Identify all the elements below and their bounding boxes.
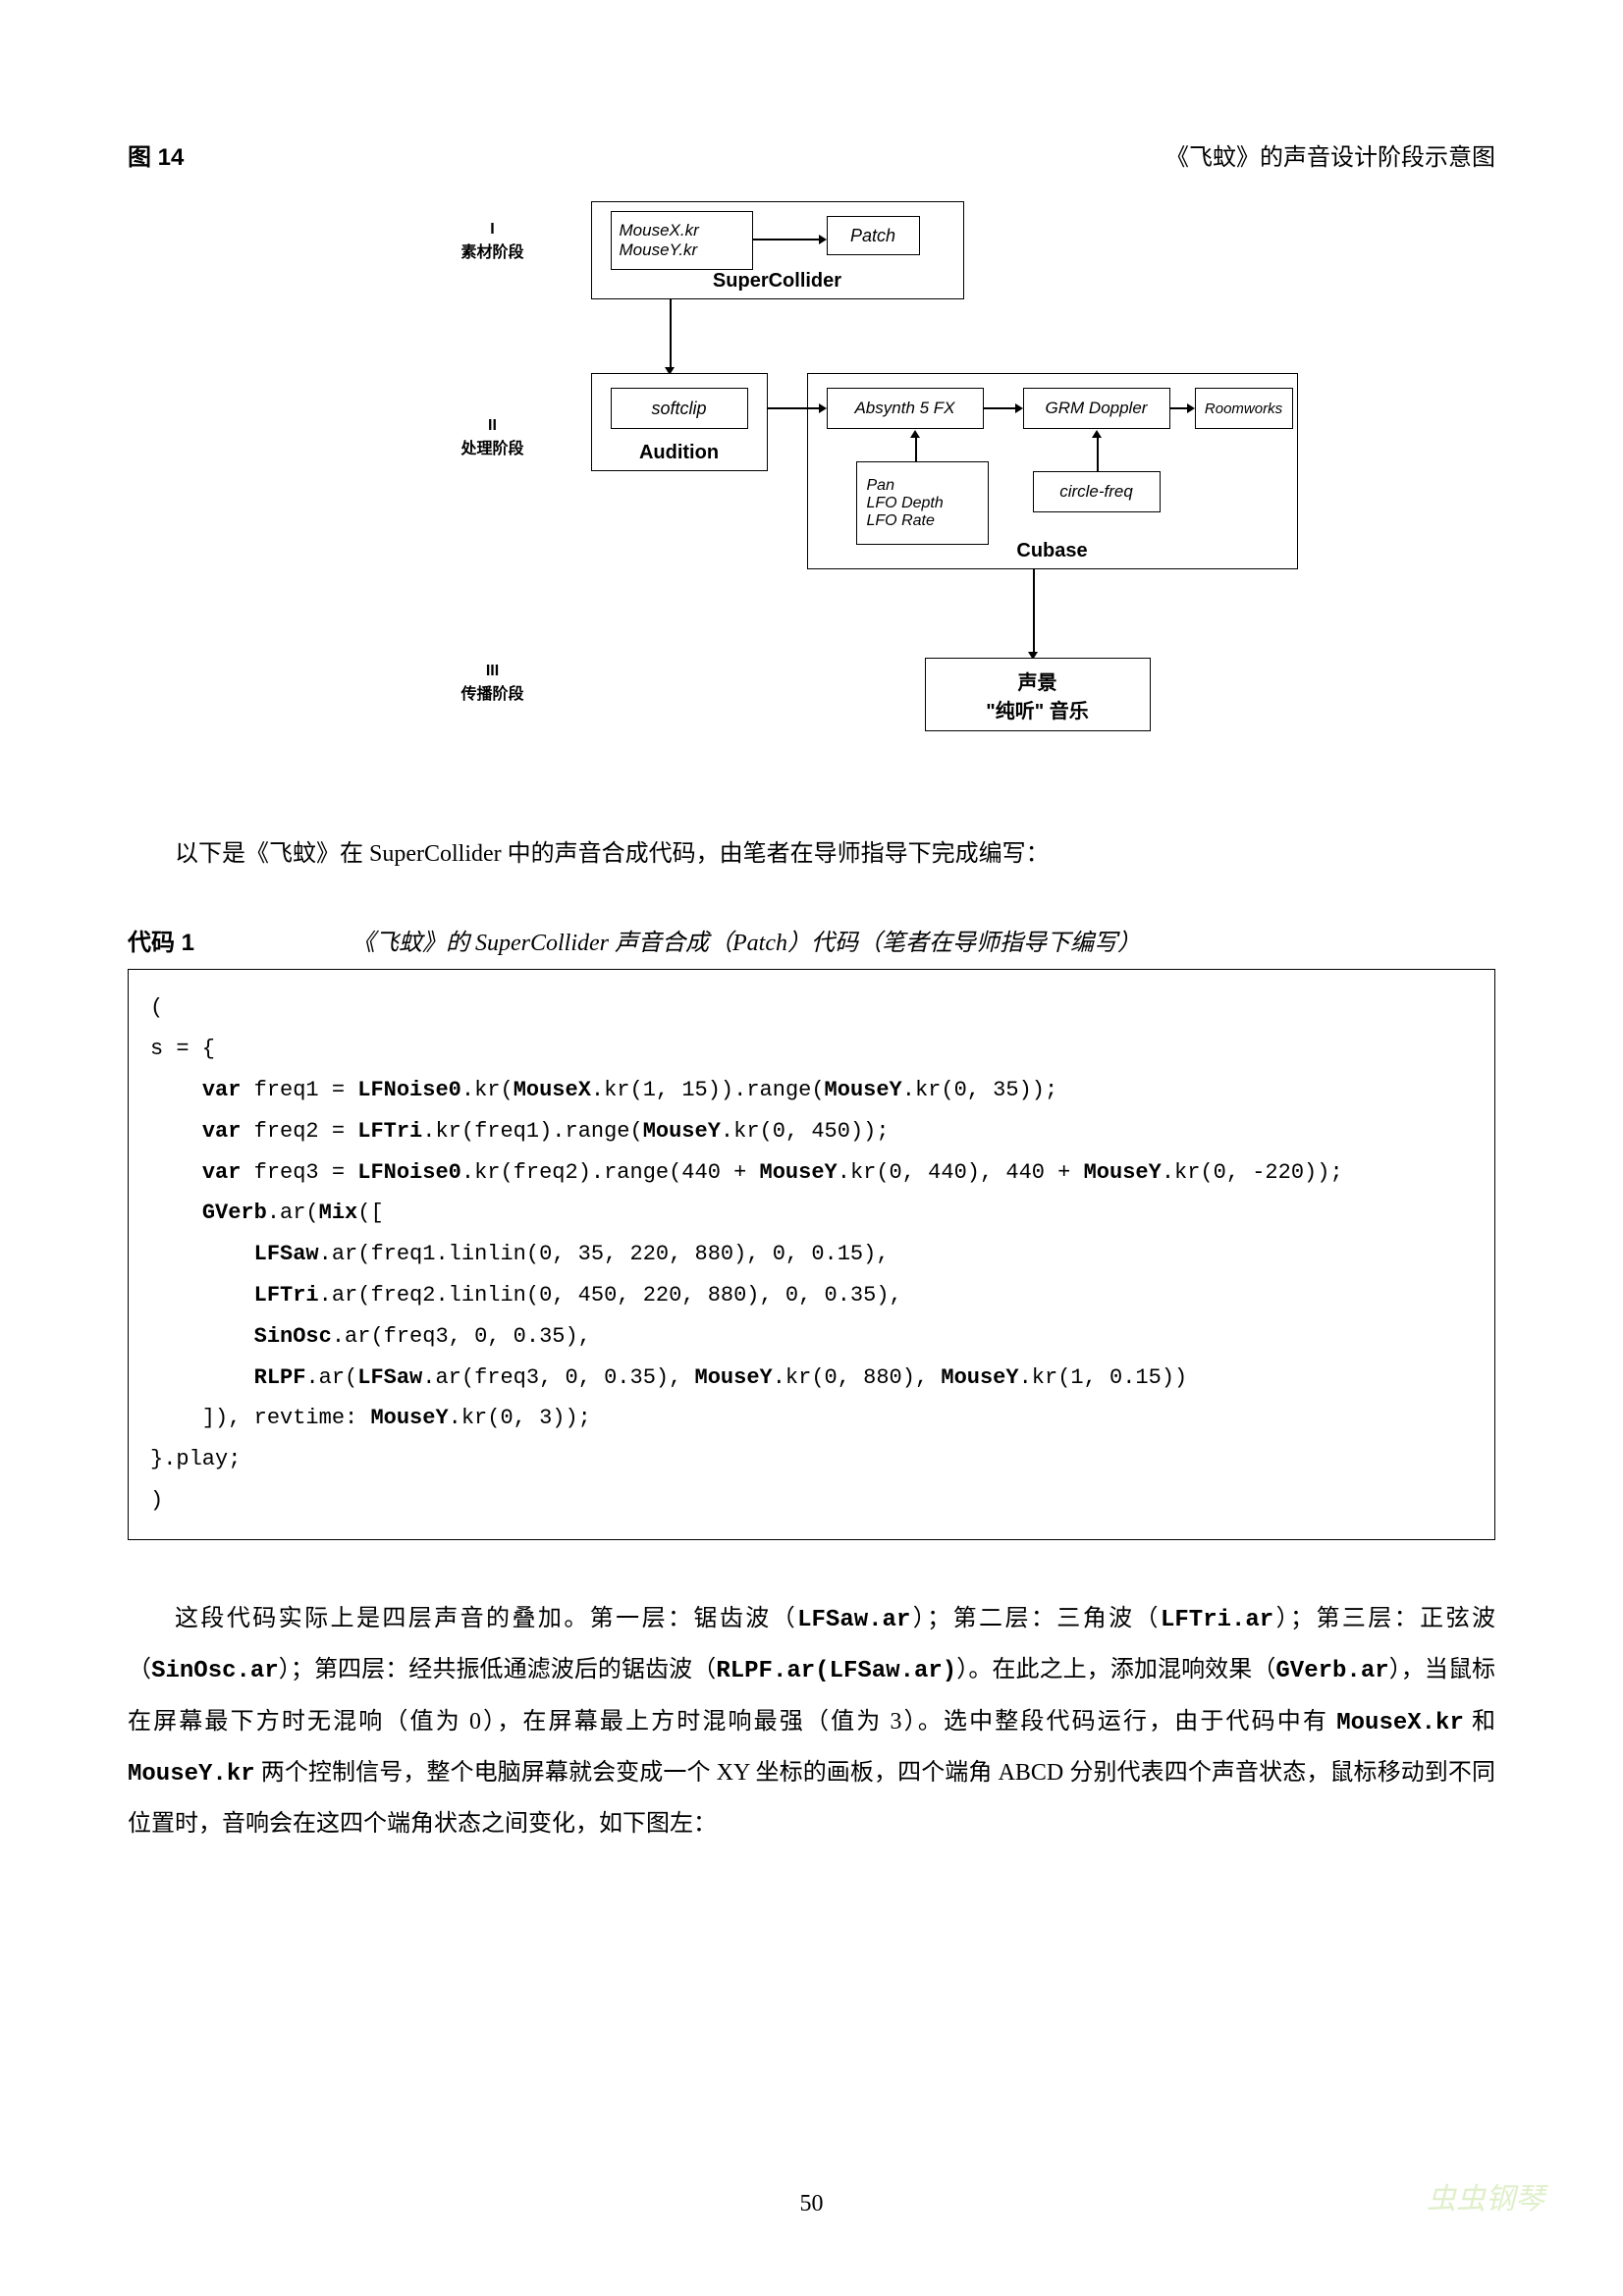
absynth-box: Absynth 5 FX — [827, 388, 984, 429]
pan-box: Pan LFO Depth LFO Rate — [856, 461, 989, 545]
mouse-box: MouseX.kr MouseY.kr — [611, 211, 753, 270]
arrow — [1097, 437, 1099, 471]
page-number: 50 — [800, 2191, 824, 2217]
code-caption: 《飞蚊》的 SuperCollider 声音合成（Patch）代码（笔者在导师指… — [352, 923, 1141, 957]
figure-label: 图 14 — [128, 137, 184, 172]
diagram-container: I素材阶段 SuperCollider MouseX.kr MouseY.kr … — [128, 201, 1495, 761]
softclip-box: softclip — [611, 388, 748, 429]
paragraph-explanation: 这段代码实际上是四层声音的叠加。第一层：锯齿波（LFSaw.ar）；第二层：三角… — [128, 1594, 1495, 1849]
arrow — [670, 299, 672, 368]
figure-header: 图 14 《飞蚊》的声音设计阶段示意图 — [128, 137, 1495, 172]
patch-box: Patch — [827, 216, 920, 255]
arrow — [984, 407, 1016, 409]
figure-caption: 《飞蚊》的声音设计阶段示意图 — [1165, 137, 1495, 172]
grm-box: GRM Doppler — [1023, 388, 1170, 429]
roomworks-box: Roomworks — [1195, 388, 1293, 429]
code-header: 代码 1 《飞蚊》的 SuperCollider 声音合成（Patch）代码（笔… — [128, 923, 1495, 957]
arrow — [1033, 569, 1035, 653]
watermark: 虫虫钢琴 — [1427, 2174, 1544, 2217]
stage2-label: II处理阶段 — [434, 417, 552, 458]
stage3-label: III传播阶段 — [434, 663, 552, 704]
code-block: ( s = { var freq1 = LFNoise0.kr(MouseX.k… — [128, 969, 1495, 1539]
flowchart-diagram: I素材阶段 SuperCollider MouseX.kr MouseY.kr … — [306, 201, 1318, 761]
arrow — [768, 407, 820, 409]
arrow — [915, 437, 917, 461]
code-label: 代码 1 — [128, 923, 194, 957]
output-box: 声景 "纯听" 音乐 — [925, 658, 1151, 731]
circlefreq-box: circle-freq — [1033, 471, 1161, 512]
arrow — [753, 239, 820, 240]
stage1-label: I素材阶段 — [434, 221, 552, 262]
paragraph-intro: 以下是《飞蚊》在 SuperCollider 中的声音合成代码，由笔者在导师指导… — [128, 829, 1495, 879]
arrow — [1170, 407, 1188, 409]
